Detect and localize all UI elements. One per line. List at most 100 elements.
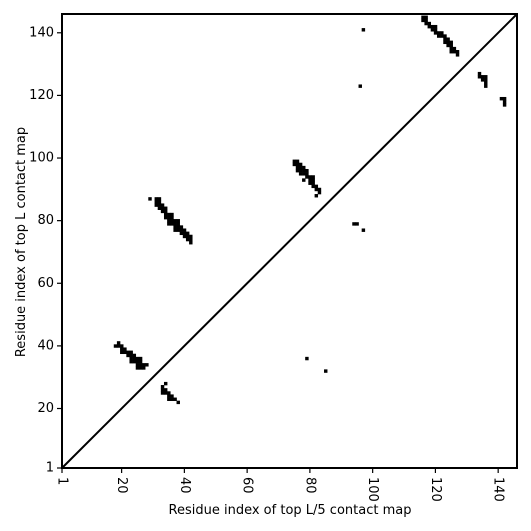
contact-cell bbox=[440, 34, 444, 38]
contact-cell bbox=[167, 219, 171, 223]
contact-cell bbox=[113, 344, 118, 348]
contact-cell bbox=[440, 31, 444, 35]
contact-cell bbox=[145, 363, 149, 367]
contact-cell bbox=[157, 197, 162, 201]
contact-cell bbox=[170, 394, 174, 398]
contact-cell bbox=[308, 175, 312, 179]
contact-cell bbox=[157, 203, 162, 207]
x-tick-label: 140 bbox=[491, 477, 506, 502]
contact-cell bbox=[142, 363, 146, 367]
contact-cell bbox=[167, 394, 171, 398]
contact-cell bbox=[135, 359, 140, 364]
contact-cell bbox=[189, 241, 193, 245]
contact-cell bbox=[427, 24, 432, 29]
contact-cell bbox=[138, 356, 143, 361]
x-axis-label: Residue index of top L/5 contact map bbox=[169, 503, 412, 518]
contact-cell bbox=[120, 350, 124, 355]
contact-cell bbox=[176, 225, 180, 229]
contact-cell bbox=[499, 96, 504, 101]
contact-cell bbox=[135, 363, 140, 367]
contact-cell bbox=[443, 34, 447, 38]
contact-cell bbox=[484, 81, 488, 85]
contact-cell bbox=[182, 234, 187, 239]
contact-cell bbox=[477, 71, 482, 76]
contact-cell bbox=[361, 228, 366, 232]
contact-cell bbox=[167, 215, 171, 220]
contact-cell bbox=[167, 212, 171, 217]
contact-cell bbox=[157, 206, 162, 210]
contact-cell bbox=[430, 24, 435, 29]
plot-frame bbox=[61, 13, 518, 469]
contact-cell bbox=[163, 391, 168, 395]
contact-cell bbox=[292, 162, 297, 167]
contact-cell bbox=[129, 359, 133, 364]
contact-cell bbox=[295, 165, 300, 170]
contact-cell bbox=[173, 222, 177, 226]
contact-cell bbox=[138, 366, 143, 370]
contact-cell bbox=[185, 237, 190, 242]
contact-cell bbox=[449, 43, 453, 48]
contact-cell bbox=[446, 37, 450, 41]
contact-cell bbox=[160, 388, 165, 392]
contact-cell bbox=[170, 397, 174, 401]
contact-cell bbox=[163, 212, 168, 217]
contact-cell bbox=[123, 350, 127, 355]
contact-cell bbox=[305, 168, 309, 173]
contact-cell bbox=[179, 231, 184, 236]
contact-cell bbox=[302, 178, 306, 182]
contact-cell bbox=[160, 203, 165, 207]
x-tick-label: 20 bbox=[114, 477, 129, 494]
x-tick-label: 60 bbox=[240, 477, 255, 494]
contact-cell bbox=[173, 225, 177, 229]
contact-cell bbox=[123, 347, 127, 351]
contact-cell bbox=[170, 222, 174, 226]
contact-cell bbox=[502, 103, 507, 107]
contact-cell bbox=[311, 175, 315, 179]
contact-cell bbox=[138, 359, 143, 364]
contact-cell bbox=[421, 18, 425, 23]
contact-cell bbox=[163, 388, 168, 392]
contact-cell bbox=[446, 40, 450, 45]
contact-cell bbox=[116, 344, 121, 348]
contact-cell bbox=[167, 397, 171, 401]
contact-cell bbox=[167, 222, 171, 226]
contact-cell bbox=[189, 237, 193, 242]
contact-cell bbox=[167, 391, 171, 395]
contact-cell bbox=[424, 18, 428, 23]
contact-cell bbox=[154, 197, 159, 201]
contact-cell bbox=[170, 215, 174, 220]
contact-cell bbox=[120, 347, 124, 351]
contact-cell bbox=[484, 84, 488, 88]
contact-cell bbox=[120, 344, 124, 348]
contact-cell bbox=[157, 200, 162, 204]
contact-cell bbox=[308, 181, 312, 185]
contact-cell bbox=[433, 28, 438, 32]
contact-cell bbox=[302, 168, 306, 173]
contact-cell bbox=[176, 228, 180, 232]
y-tick-label: 40 bbox=[37, 338, 54, 353]
contact-cell bbox=[298, 168, 303, 173]
contact-cell bbox=[358, 84, 362, 88]
x-tick-label: 120 bbox=[428, 477, 443, 502]
contact-cell bbox=[170, 219, 174, 223]
contact-cell bbox=[484, 78, 488, 82]
contact-cell bbox=[305, 172, 309, 176]
contact-cell bbox=[446, 43, 450, 48]
contact-cell bbox=[452, 50, 457, 54]
y-tick-label: 140 bbox=[29, 25, 54, 40]
contact-cell bbox=[185, 231, 190, 236]
contact-cell bbox=[427, 21, 432, 26]
contact-cell bbox=[317, 187, 322, 192]
contact-cell bbox=[185, 234, 190, 239]
contact-cell bbox=[173, 228, 177, 232]
contact-cell bbox=[135, 356, 140, 361]
contact-cell bbox=[116, 341, 121, 345]
contact-cell bbox=[292, 159, 297, 164]
contact-cell bbox=[298, 162, 303, 167]
contact-cell bbox=[148, 197, 152, 201]
contact-cell bbox=[176, 219, 180, 223]
contact-cell bbox=[305, 356, 309, 361]
contact-cell bbox=[160, 206, 165, 210]
